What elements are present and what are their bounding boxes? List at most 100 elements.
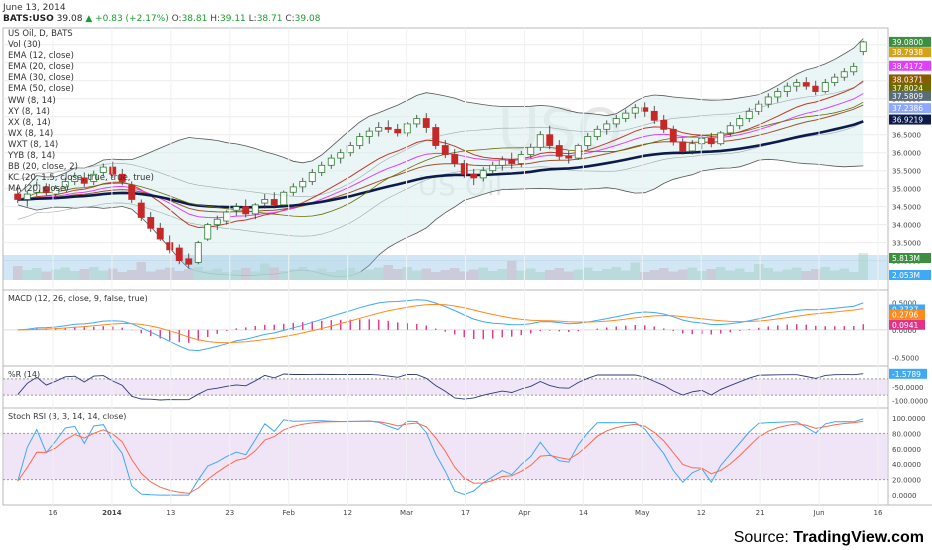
price-tick-label: 35.0000 — [892, 186, 921, 194]
legend-item[interactable]: MA (20, close) — [8, 184, 69, 195]
open-label: O: — [171, 14, 182, 24]
volume-bar — [839, 268, 849, 280]
volume-bar — [364, 269, 374, 280]
candle-body — [109, 166, 117, 175]
candle-body — [90, 173, 98, 182]
volume-bar — [317, 268, 327, 280]
volume-bar — [592, 271, 602, 280]
legend-item[interactable]: WW (8, 14) — [8, 95, 56, 106]
candle-body — [622, 112, 630, 119]
candle-body — [403, 123, 411, 134]
volume-bar — [336, 270, 346, 280]
candle-body — [194, 242, 202, 263]
volume-bar — [659, 268, 669, 280]
volume-bar — [212, 268, 222, 280]
price-tag-box — [889, 60, 931, 71]
time-tick-label: Apr — [518, 509, 530, 517]
candle-body — [821, 82, 829, 92]
price-tick-label: 36.5000 — [892, 132, 921, 140]
legend-item[interactable]: YYB (8, 14) — [8, 151, 56, 162]
candle-body — [555, 145, 563, 157]
candle-body — [71, 175, 79, 182]
macd-tag-box — [889, 319, 925, 330]
volume-bar — [573, 269, 583, 280]
price-tag-label: 38.7938 — [892, 48, 923, 57]
legend-item[interactable]: EMA (50, close) — [8, 84, 74, 95]
high-value: 39.11 — [220, 14, 246, 24]
candle-body — [137, 202, 145, 218]
volume-tag-label: 2.053M — [892, 271, 920, 280]
legend-item[interactable]: WXT (8, 14) — [8, 139, 59, 150]
macd-tag-box — [889, 304, 925, 315]
legend-item[interactable]: XX (8, 14) — [8, 117, 51, 128]
candle-body — [831, 76, 839, 83]
ema-50-line — [17, 120, 864, 209]
volume-bar — [564, 271, 574, 280]
volume-bar — [507, 261, 517, 280]
time-tick-label: 13 — [166, 509, 175, 517]
volume-bar — [516, 270, 526, 280]
candle-body — [460, 163, 468, 175]
volume-bar — [79, 269, 89, 280]
candle-body — [755, 103, 763, 112]
bollinger-upper-line — [17, 38, 864, 195]
volume-bar — [174, 271, 184, 280]
candle-body — [584, 136, 592, 146]
candle-body — [204, 224, 212, 240]
keltner-upper-line — [17, 82, 864, 198]
volume-bar — [782, 269, 792, 280]
candle-body — [147, 217, 155, 229]
volume-bar — [773, 271, 783, 280]
legend-item[interactable]: BB (20, close, 2) — [8, 162, 78, 173]
price-tag-box — [889, 90, 931, 101]
legend-item[interactable]: XY (8, 14) — [8, 106, 50, 117]
candle-body — [23, 193, 31, 200]
legend-item[interactable]: EMA (30, close) — [8, 73, 74, 84]
legend-item[interactable]: Vol (30) — [8, 40, 41, 51]
volume-bar — [649, 270, 659, 280]
legend-item[interactable]: EMA (12, close) — [8, 51, 74, 62]
candle-body — [470, 173, 478, 179]
volume-tag-box — [889, 270, 931, 280]
stoch-tick-label: 60.0000 — [892, 446, 921, 454]
volume-bar — [488, 271, 498, 280]
candle-body — [261, 199, 269, 204]
candle-body — [118, 173, 126, 182]
legend-item[interactable]: US Oil, D, BATS — [8, 29, 73, 39]
legend-item[interactable]: WX (8, 14) — [8, 128, 54, 139]
candle-body — [859, 41, 867, 53]
volume-bar — [687, 267, 697, 280]
williams-pane-title: %R (14) — [8, 370, 40, 379]
volume-bar — [440, 270, 450, 280]
price-tick-label: 34.5000 — [892, 204, 921, 212]
candle-body — [679, 141, 687, 152]
volume-bar — [830, 270, 840, 280]
candle-body — [840, 71, 848, 78]
macd-tag-label: 0.0941 — [892, 321, 918, 330]
candle-body — [232, 206, 240, 211]
volume-bar — [260, 263, 270, 280]
chart-date: June 13, 2014 — [3, 3, 66, 13]
legend-item[interactable]: EMA (20, close) — [8, 62, 74, 73]
price-tag-label: 39.0800 — [892, 38, 923, 47]
candle-body — [289, 186, 297, 193]
time-tick-label: May — [635, 509, 649, 517]
symbol-label: BATS:USO — [3, 14, 54, 24]
volume-bar — [393, 269, 403, 280]
candle-body — [308, 172, 316, 182]
volume-bar — [288, 269, 298, 280]
high-label: H: — [210, 14, 221, 24]
volume-bar — [298, 267, 308, 280]
volume-bar — [697, 271, 707, 280]
volume-tag-box — [889, 253, 931, 263]
legend-item[interactable]: KC (20, 1.5, close, true, true, true) — [8, 173, 154, 184]
candle-body — [612, 118, 620, 125]
volume-bar — [478, 267, 488, 280]
candle-body — [726, 125, 734, 134]
candle-body — [422, 118, 430, 128]
macd-signal-line — [17, 303, 864, 344]
macd-tick-label: -0.5000 — [892, 354, 919, 362]
last-price: 39.08 — [56, 14, 83, 24]
candle-body — [688, 143, 696, 152]
